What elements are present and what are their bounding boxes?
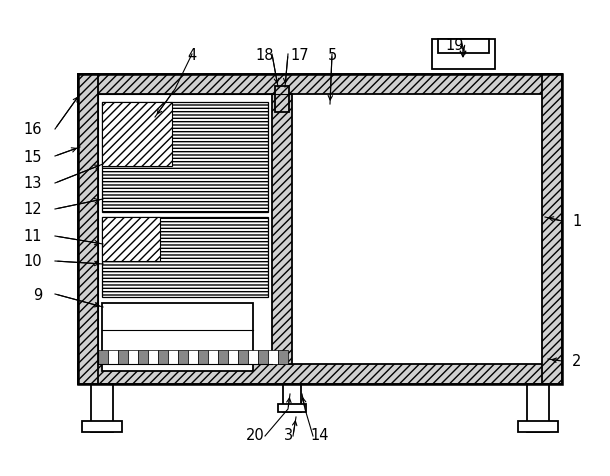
Text: 20: 20: [246, 427, 264, 442]
Bar: [102, 218, 268, 298]
Bar: [118, 350, 128, 364]
Bar: [272, 95, 292, 364]
Bar: [148, 350, 158, 364]
Bar: [78, 75, 562, 384]
Text: 3: 3: [284, 427, 293, 442]
Bar: [278, 404, 306, 412]
Bar: [158, 350, 168, 364]
Text: 2: 2: [572, 354, 581, 369]
Bar: [268, 350, 278, 364]
Text: 17: 17: [291, 48, 309, 63]
Bar: [218, 350, 228, 364]
Bar: [91, 384, 113, 432]
Bar: [275, 87, 289, 113]
Bar: [248, 350, 258, 364]
Bar: [168, 350, 178, 364]
Bar: [178, 350, 188, 364]
Text: 14: 14: [310, 427, 329, 442]
Bar: [102, 218, 160, 261]
Bar: [208, 350, 218, 364]
Bar: [108, 350, 118, 364]
Bar: [98, 350, 108, 364]
Text: 13: 13: [24, 176, 42, 191]
Bar: [438, 40, 489, 54]
Bar: [228, 350, 238, 364]
Text: 11: 11: [24, 229, 42, 244]
Text: 5: 5: [328, 48, 337, 63]
Bar: [542, 75, 562, 384]
Bar: [128, 350, 138, 364]
Bar: [258, 350, 268, 364]
Bar: [238, 350, 248, 364]
Text: 1: 1: [572, 214, 581, 229]
Bar: [527, 384, 549, 432]
Bar: [278, 350, 288, 364]
Bar: [78, 75, 98, 384]
Text: 18: 18: [256, 48, 274, 63]
Text: 9: 9: [33, 287, 42, 302]
Text: 19: 19: [446, 38, 464, 53]
Bar: [102, 103, 268, 213]
Text: 12: 12: [23, 202, 42, 217]
Text: 10: 10: [23, 254, 42, 269]
Bar: [518, 421, 558, 432]
Bar: [78, 75, 562, 95]
Bar: [283, 384, 301, 412]
Bar: [138, 350, 148, 364]
Text: 16: 16: [24, 122, 42, 137]
Text: 15: 15: [24, 149, 42, 164]
Bar: [102, 303, 253, 371]
Bar: [188, 350, 198, 364]
Bar: [198, 350, 208, 364]
Bar: [432, 40, 495, 70]
Bar: [82, 421, 122, 432]
Text: 4: 4: [187, 48, 196, 63]
Bar: [102, 103, 172, 167]
Bar: [78, 364, 562, 384]
